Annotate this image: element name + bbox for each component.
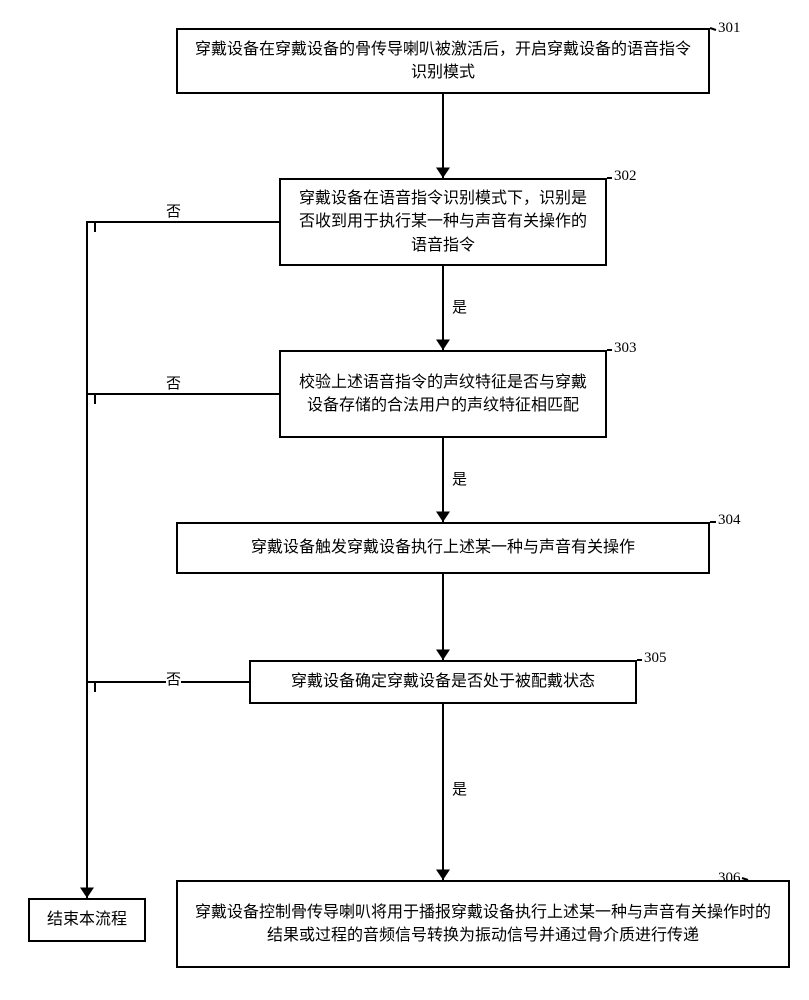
label-no-303: 否 [166,372,181,393]
label-yes-305: 是 [452,778,467,799]
step-304-text: 穿戴设备触发穿戴设备执行上述某一种与声音有关操作 [251,536,635,559]
step-301-text: 穿戴设备在穿戴设备的骨传导喇叭被激活后，开启穿戴设备的语音指令识别模式 [192,38,694,84]
step-305-text: 穿戴设备确定穿戴设备是否处于被配戴状态 [291,670,595,693]
step-label-302: 302 [614,168,637,185]
step-label-304: 304 [718,512,741,529]
step-label-305: 305 [644,650,667,667]
step-302: 穿戴设备在语音指令识别模式下，识别是否收到用于执行某一种与声音有关操作的语音指令 [279,178,607,266]
label-yes-302: 是 [452,296,467,317]
step-304: 穿戴设备触发穿戴设备执行上述某一种与声音有关操作 [176,522,710,574]
label-no-305: 否 [166,668,181,689]
label-no-302: 否 [166,200,181,221]
step-label-303: 303 [614,340,637,357]
label-yes-303: 是 [452,468,467,489]
step-label-301: 301 [718,20,741,37]
step-301: 穿戴设备在穿戴设备的骨传导喇叭被激活后，开启穿戴设备的语音指令识别模式 [176,28,710,94]
end-node: 结束本流程 [28,898,146,942]
step-303: 校验上述语音指令的声纹特征是否与穿戴设备存储的合法用户的声纹特征相匹配 [279,350,607,438]
step-306: 穿戴设备控制骨传导喇叭将用于播报穿戴设备执行上述某一种与声音有关操作时的结果或过… [176,880,790,968]
step-306-text: 穿戴设备控制骨传导喇叭将用于播报穿戴设备执行上述某一种与声音有关操作时的结果或过… [192,901,774,947]
step-303-text: 校验上述语音指令的声纹特征是否与穿戴设备存储的合法用户的声纹特征相匹配 [295,371,591,417]
end-node-text: 结束本流程 [47,908,127,931]
step-305: 穿戴设备确定穿戴设备是否处于被配戴状态 [249,660,637,704]
step-label-306: 306 [718,870,741,887]
step-302-text: 穿戴设备在语音指令识别模式下，识别是否收到用于执行某一种与声音有关操作的语音指令 [295,187,591,257]
